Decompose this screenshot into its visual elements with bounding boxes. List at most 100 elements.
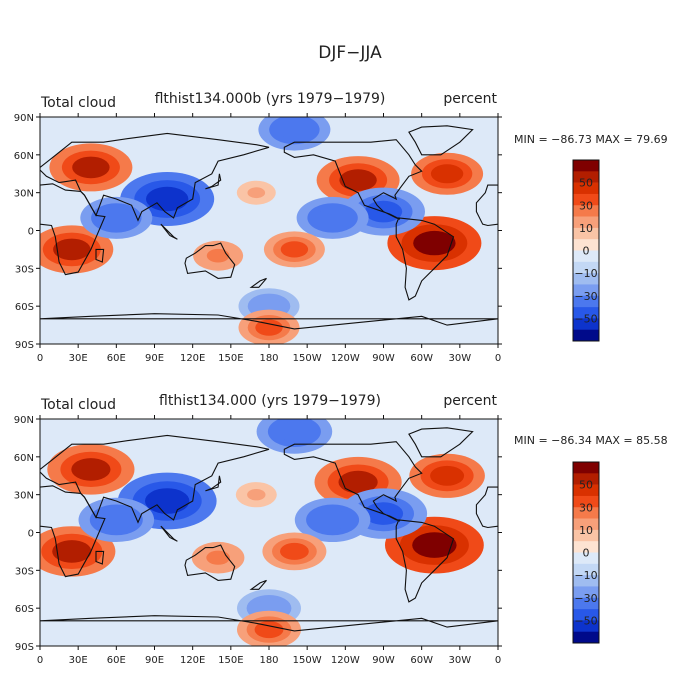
coastline	[95, 550, 105, 565]
panel-1-colorbar-swatches	[573, 160, 599, 342]
panel-1-min-max: MIN = −86.73 MAX = 79.69	[514, 133, 668, 146]
colorbar-swatch	[573, 462, 599, 474]
lat-tick-label: 30S	[15, 264, 34, 275]
lon-tick-label: 0	[495, 353, 501, 364]
panel-1-variable-label: Total cloud	[40, 95, 116, 111]
colorbar-swatch	[573, 329, 599, 342]
colorbar-swatch	[573, 609, 599, 621]
panel-2-variable-label: Total cloud	[40, 397, 116, 413]
panel-2-dataset-label: flthist134.000 (yrs 1979−1979)	[159, 393, 381, 409]
lon-tick-label: 120E	[180, 353, 205, 364]
panel-2-min-max: MIN = −86.34 MAX = 85.58	[514, 434, 668, 447]
colorbar-swatch	[573, 273, 599, 285]
anomaly-region	[280, 542, 309, 560]
lat-tick-label: 30S	[15, 566, 34, 577]
panel-2-coastlines	[40, 427, 498, 632]
lon-tick-label: 30E	[69, 353, 88, 364]
panel-1-dataset-label: flthist134.000b (yrs 1979−1979)	[155, 91, 386, 107]
panel-2-colorbar-labels: 50 30 10 0 −10 −30 −50	[574, 479, 597, 628]
colorbar-swatch	[573, 597, 599, 610]
lon-tick-label: 150W	[293, 655, 322, 666]
colorbar-swatch	[573, 250, 599, 263]
panel-1-contour-fill	[40, 117, 484, 344]
panel-1-colorbar-labels: 50 30 10 0 −10 −30 −50	[574, 177, 597, 326]
anomaly-region	[255, 319, 283, 336]
colorbar-swatch	[573, 182, 599, 195]
colorbar-swatch	[573, 552, 599, 565]
lat-tick-label: 90S	[15, 340, 34, 351]
anomaly-region	[71, 458, 111, 481]
lon-tick-label: 180	[259, 353, 278, 364]
lat-tick-label: 30N	[14, 491, 34, 502]
coastline	[283, 139, 423, 220]
anomaly-region	[72, 156, 110, 179]
coastline	[160, 525, 178, 542]
coastline	[40, 183, 106, 276]
anomaly-region	[412, 532, 457, 558]
colorbar-swatch	[573, 261, 599, 274]
lon-tick-label: 120W	[331, 353, 360, 364]
colorbar-swatch	[573, 518, 599, 531]
lon-tick-label: 60E	[107, 655, 126, 666]
coastline	[184, 242, 236, 279]
lat-tick-label: 60N	[14, 453, 34, 464]
coastline	[40, 313, 498, 330]
colorbar-label: 30	[579, 199, 593, 212]
panel-2-map-area	[40, 419, 498, 646]
colorbar-swatch	[573, 239, 599, 251]
coastline	[475, 184, 498, 227]
anomaly-region	[430, 164, 464, 184]
coastline	[395, 217, 455, 301]
colorbar-swatch	[573, 575, 599, 587]
colorbar-swatch	[573, 631, 599, 644]
anomaly-region	[53, 238, 91, 261]
colorbar-swatch	[573, 171, 599, 183]
anomaly-region	[315, 510, 350, 530]
colorbar-swatch	[573, 563, 599, 576]
coastline	[408, 125, 474, 156]
figure-title: DJF−JJA	[318, 43, 382, 63]
colorbar-swatch	[573, 205, 599, 217]
anomaly-region	[278, 120, 311, 140]
colorbar-swatch	[573, 318, 599, 330]
lat-tick-label: 0	[28, 529, 34, 540]
colorbar-label: −10	[574, 267, 597, 280]
colorbar-swatch	[573, 473, 599, 485]
colorbar-swatch	[573, 541, 599, 553]
colorbar-swatch	[573, 495, 599, 508]
lon-tick-label: 90E	[145, 353, 164, 364]
colorbar-swatch	[573, 193, 599, 206]
colorbar-label: −30	[574, 290, 597, 303]
colorbar-label: 30	[579, 501, 593, 514]
lon-tick-label: 0	[37, 655, 43, 666]
coastline	[408, 427, 474, 458]
panel-1-colorbar-frame	[572, 159, 600, 342]
colorbar-label: −10	[574, 569, 597, 582]
lat-tick-label: 90N	[14, 415, 34, 426]
colorbar-swatch	[573, 307, 599, 319]
anomaly-region	[338, 470, 378, 494]
coastline	[95, 248, 105, 263]
anomaly-region	[145, 488, 190, 514]
lon-tick-label: 90E	[145, 655, 164, 666]
anomaly-region	[254, 621, 284, 639]
lon-tick-label: 150E	[218, 655, 243, 666]
colorbar-swatch	[573, 620, 599, 632]
panel-1-map-area	[40, 117, 498, 344]
lon-tick-label: 0	[37, 353, 43, 364]
colorbar-label: 50	[579, 479, 593, 492]
anomaly-region	[247, 187, 266, 199]
colorbar-label: −50	[574, 614, 597, 627]
colorbar-swatch	[573, 484, 599, 497]
lat-tick-label: 60N	[14, 151, 34, 162]
colorbar-swatch	[573, 507, 599, 519]
lat-tick-label: 30N	[14, 189, 34, 200]
colorbar-swatch	[573, 284, 599, 297]
anomaly-region	[247, 489, 266, 501]
lat-tick-label: 90N	[14, 113, 34, 124]
lon-tick-label: 120W	[331, 655, 360, 666]
coastline	[40, 615, 498, 632]
lon-tick-label: 90W	[372, 655, 395, 666]
colorbar-swatch	[573, 586, 599, 599]
